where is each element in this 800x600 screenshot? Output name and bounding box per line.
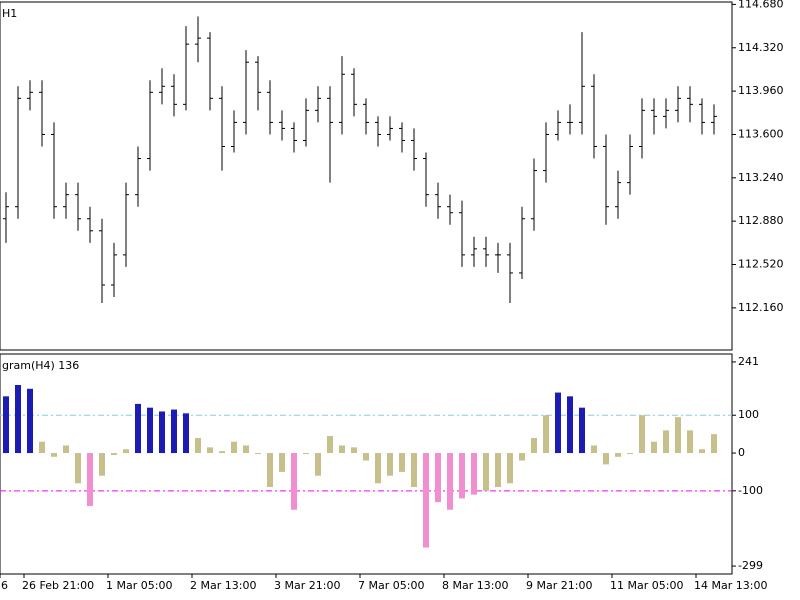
x-tick-label: 7 Mar 05:00 xyxy=(358,579,424,592)
y-tick-label: 112.160 xyxy=(738,301,784,314)
histogram-bar xyxy=(387,453,393,476)
indicator-title: gram(H4) 136 xyxy=(2,359,79,372)
histogram-bar xyxy=(579,407,585,454)
histogram-bar xyxy=(159,411,165,454)
histogram-bar xyxy=(291,453,297,510)
y-tick-label: 241 xyxy=(738,355,759,368)
y-tick-label: 113.240 xyxy=(738,171,784,184)
histogram-bar xyxy=(327,436,333,454)
histogram-bar xyxy=(75,453,81,484)
x-tick-label: 6 xyxy=(1,579,8,592)
y-tick-label: 114.680 xyxy=(738,0,784,10)
histogram-bar xyxy=(99,453,105,476)
y-tick-label: 112.520 xyxy=(738,258,784,271)
y-tick-label: -100 xyxy=(738,484,763,497)
histogram-bar xyxy=(543,415,549,454)
histogram-bar xyxy=(627,453,633,455)
histogram-bar xyxy=(471,453,477,495)
histogram-bar xyxy=(123,449,129,454)
histogram-bar xyxy=(495,453,501,488)
price-title: H1 xyxy=(2,7,17,20)
histogram-bar xyxy=(195,437,201,454)
histogram-bar xyxy=(591,445,597,454)
y-tick-label: -299 xyxy=(738,559,763,572)
histogram-bar xyxy=(135,403,141,454)
histogram-bar xyxy=(63,445,69,454)
histogram-bar xyxy=(663,430,669,454)
histogram-bar xyxy=(303,453,309,455)
y-tick-label: 0 xyxy=(738,446,745,459)
histogram-bar xyxy=(687,430,693,454)
x-tick-label: 8 Mar 13:00 xyxy=(442,579,508,592)
histogram-bar xyxy=(147,407,153,454)
y-tick-label: 113.960 xyxy=(738,84,784,97)
histogram-bar xyxy=(243,445,249,454)
x-tick-label: 1 Mar 05:00 xyxy=(106,579,172,592)
histogram-bar xyxy=(603,453,609,465)
x-tick-label: 14 Mar 13:00 xyxy=(694,579,767,592)
indicator-panel xyxy=(0,353,733,575)
histogram-bar xyxy=(279,453,285,472)
histogram-bar xyxy=(423,453,429,548)
histogram-bar xyxy=(183,413,189,454)
y-tick-label: 112.880 xyxy=(738,214,784,227)
histogram-bar xyxy=(111,453,117,455)
histogram-bar xyxy=(315,453,321,476)
histogram-bar xyxy=(255,453,261,455)
histogram-bar xyxy=(339,445,345,454)
histogram-bar xyxy=(231,441,237,454)
histogram-bar xyxy=(459,453,465,499)
histogram-bar xyxy=(351,447,357,454)
histogram-bar xyxy=(3,396,9,454)
histogram-bar xyxy=(483,453,489,491)
histogram-bar xyxy=(27,388,33,454)
x-tick-label: 11 Mar 05:00 xyxy=(610,579,683,592)
histogram-bar xyxy=(375,453,381,484)
histogram-bar xyxy=(171,409,177,454)
x-tick-label: 26 Feb 21:00 xyxy=(22,579,94,592)
histogram-bar xyxy=(531,437,537,454)
histogram-bar xyxy=(711,434,717,454)
histogram-bar xyxy=(51,453,57,457)
histogram-bar xyxy=(639,415,645,454)
histogram-bar xyxy=(207,447,213,454)
histogram-bar xyxy=(435,453,441,503)
histogram-bar xyxy=(675,417,681,454)
histogram-bar xyxy=(699,449,705,454)
histogram-bar xyxy=(651,441,657,454)
y-tick-label: 113.600 xyxy=(738,127,784,140)
histogram-bar xyxy=(519,453,525,461)
price-panel xyxy=(0,1,733,351)
histogram-bar xyxy=(39,441,45,454)
x-tick-label: 2 Mar 13:00 xyxy=(190,579,256,592)
x-tick-label: 3 Mar 21:00 xyxy=(274,579,340,592)
histogram-bar xyxy=(555,392,561,454)
histogram-bar xyxy=(615,453,621,457)
histogram-bar xyxy=(219,451,225,454)
y-tick-label: 100 xyxy=(738,408,759,421)
histogram-bar xyxy=(15,384,21,454)
y-tick-label: 114.320 xyxy=(738,41,784,54)
histogram-bar xyxy=(567,396,573,454)
histogram-bar xyxy=(507,453,513,484)
histogram-bar xyxy=(399,453,405,472)
histogram-bar xyxy=(363,453,369,461)
histogram-bar xyxy=(267,453,273,488)
histogram-bar xyxy=(447,453,453,510)
histogram-bar xyxy=(87,453,93,506)
x-tick-label: 9 Mar 21:00 xyxy=(526,579,592,592)
histogram-bar xyxy=(411,453,417,488)
